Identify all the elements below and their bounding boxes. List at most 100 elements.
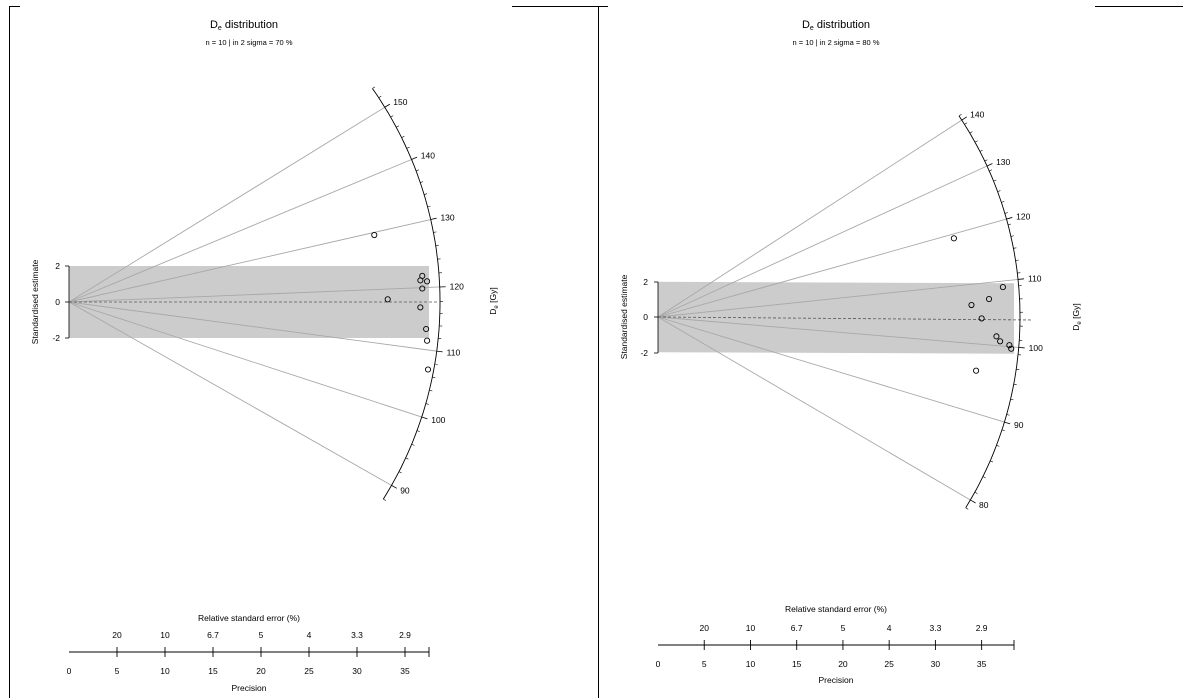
z-minor-tick-2-121 [1004, 212, 1008, 214]
rse-label-1-0: 20 [112, 630, 122, 640]
z-minor-tick-2-129 [989, 169, 993, 172]
x-tick-label-2-2: 10 [746, 659, 756, 669]
z-tick-label-2-2: 100 [1029, 343, 1043, 353]
z-tick-1-1 [421, 416, 428, 420]
z-axis-1: 90 100 110 120 130 140 150 [372, 86, 464, 501]
chart-title-1: De distribution [210, 19, 278, 32]
chart-title-2: De distribution [802, 19, 870, 32]
x-tick-label-1-0: 0 [67, 666, 72, 676]
x-tick-label-2-4: 20 [838, 659, 848, 669]
rse-labels-1: 20 10 6.7 5 4 3.3 2.9 [112, 630, 411, 640]
data-point-1-7 [423, 325, 430, 333]
x-tick-label-2-0: 0 [656, 659, 661, 669]
rse-label-1-2: 6.7 [207, 630, 219, 640]
z-tick-2-4 [1006, 217, 1013, 220]
rse-labels-2: 20 10 6.7 5 4 3.3 2.9 [699, 623, 987, 633]
data-point-2-9 [973, 367, 980, 374]
z-tick-1-0 [391, 485, 397, 489]
z-minor-tick-2-133 [979, 149, 983, 152]
z-arc-1 [372, 88, 441, 500]
chart-panel-1: De distribution n = 10 | in 2 sigma = 70… [30, 19, 500, 693]
z-minor-tick-1-144 [401, 136, 405, 138]
data-point-1-3 [417, 277, 424, 284]
rse-axis-label-1: Relative standard error (%) [198, 613, 300, 623]
rse-label-1-1: 10 [160, 630, 170, 640]
z-minor-tick-2-81 [974, 491, 978, 494]
z-minor-tick-1-136 [420, 181, 424, 183]
data-point-2-8 [1008, 345, 1015, 352]
z-minor-tick-2-125 [997, 190, 1001, 192]
y-axis-label-2: Standardised estimate [619, 274, 629, 359]
rays-2 [657, 119, 1019, 501]
chart-panel-2: De distribution n = 10 | in 2 sigma = 80… [619, 19, 1083, 685]
z-tick-label-1-2: 110 [447, 347, 461, 357]
rays-1 [68, 106, 440, 486]
z-minor-tick-1-98 [416, 430, 420, 432]
x-tick-label-2-1: 5 [702, 659, 707, 669]
z-arc-2 [958, 115, 1021, 509]
data-point-2-6 [997, 338, 1004, 345]
z-minor-tick-2-83 [982, 476, 986, 479]
z-minor-tick-1-148 [390, 115, 394, 118]
chart-subtitle-2: n = 10 | in 2 sigma = 80 % [792, 38, 879, 47]
z-tick-label-1-4: 130 [440, 212, 454, 222]
z-axis-2: 80 90 100 110 120 130 140 [958, 110, 1043, 510]
z-tick-1-6 [384, 103, 391, 108]
data-point-2-3 [968, 301, 975, 309]
rse-label-2-5: 3.3 [929, 623, 941, 633]
data-point-2-0 [950, 235, 957, 242]
rse-axis-label-2: Relative standard error (%) [785, 604, 887, 614]
data-point-1-9 [424, 366, 432, 373]
z-tick-label-2-0: 80 [979, 500, 989, 510]
z-axis-label-1: De [Gy] [488, 287, 500, 314]
z-minor-tick-1-152 [378, 95, 382, 99]
ray-2-1 [657, 316, 1005, 423]
ray-1-6 [68, 106, 386, 303]
z-minor-tick-1-154 [372, 86, 376, 89]
points-1 [371, 231, 432, 373]
x-tick-label-2-3: 15 [792, 659, 802, 669]
z-minor-tick-2-93 [1010, 398, 1014, 401]
z-tick-2-5 [986, 163, 993, 167]
z-tick-label-1-6: 150 [393, 97, 407, 107]
data-point-2-4 [978, 315, 985, 322]
z-axis-label-1-sub: e [494, 305, 500, 309]
y-axis-label-1: Standardised estimate [30, 259, 40, 344]
z-minor-tick-1-132 [427, 205, 431, 208]
z-minor-tick-1-96 [411, 443, 415, 446]
z-minor-tick-2-119 [1007, 223, 1012, 226]
data-point-1-8 [424, 337, 431, 344]
ray-2-6 [657, 119, 963, 318]
x-axis-2: 0 5 10 15 20 25 30 35 [656, 640, 1015, 669]
chart-title-1-rest: distribution [222, 19, 278, 31]
z-minor-tick-2-127 [993, 179, 997, 182]
data-point-2-1 [999, 284, 1006, 291]
z-tick-label-2-3: 110 [1028, 273, 1042, 283]
z-tick-label-1-0: 90 [400, 485, 410, 495]
z-tick-2-3 [1018, 278, 1025, 280]
data-point-2-2 [985, 295, 993, 303]
data-point-1-4 [424, 278, 431, 285]
y-tick-label-1-1: 0 [55, 297, 60, 307]
z-tick-1-4 [430, 217, 437, 220]
x-axis-1: 0 5 10 15 20 25 30 35 [67, 647, 430, 676]
z-tick-1-2 [436, 350, 443, 353]
z-minor-tick-1-108 [434, 363, 438, 365]
z-minor-tick-2-137 [969, 131, 973, 134]
z-minor-tick-1-102 [425, 403, 429, 405]
x-axis-label-2: Precision [819, 675, 854, 685]
x-tick-label-1-3: 15 [208, 666, 218, 676]
z-axis-label-2: De [Gy] [1071, 303, 1083, 330]
z-tick-label-1-5: 140 [421, 151, 435, 161]
rse-label-1-6: 2.9 [399, 630, 411, 640]
x-tick-label-1-5: 25 [304, 666, 314, 676]
x-tick-label-2-7: 35 [977, 659, 987, 669]
rse-label-1-5: 3.3 [351, 630, 363, 640]
band-area-2 [658, 281, 1014, 354]
z-minor-tick-1-142 [406, 146, 410, 149]
z-tick-2-6 [961, 116, 968, 121]
y-tick-label-2-0: -2 [640, 348, 648, 358]
data-point-1-0 [371, 231, 378, 239]
central-line-2 [657, 316, 1034, 321]
z-minor-tick-2-135 [974, 140, 978, 143]
